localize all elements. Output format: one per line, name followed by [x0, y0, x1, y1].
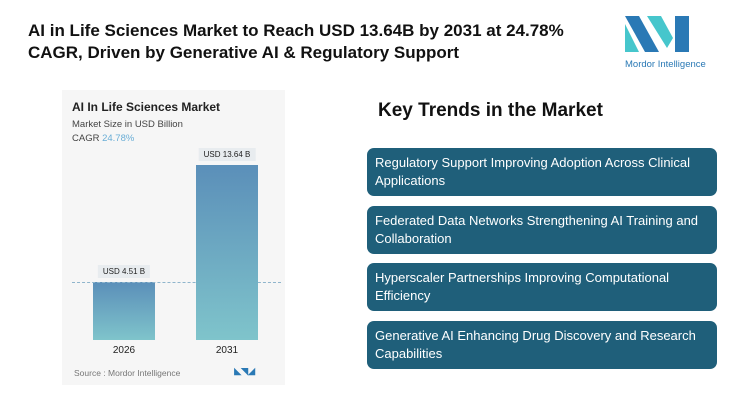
cagr-value: 24.78%: [102, 133, 135, 144]
x-tick-label: 2026: [112, 345, 136, 356]
cagr: CAGR 24.78%: [72, 133, 134, 144]
cagr-label: CAGR: [72, 133, 100, 144]
logo-text: Mordor Intelligence: [625, 59, 706, 70]
chart-title: AI In Life Sciences Market: [72, 100, 221, 114]
chart-subtitle: Market Size in USD Billion: [72, 119, 183, 130]
trend-item: Generative AI Enhancing Drug Discovery a…: [367, 320, 717, 369]
data-label: USD 13.64 B: [198, 148, 256, 161]
page-title: AI in Life Sciences Market to Reach USD …: [28, 21, 564, 62]
chart-source: Source : Mordor Intelligence: [74, 368, 181, 378]
source-logo-icon: ◣◥◢: [234, 366, 255, 376]
bar-2031: [196, 165, 258, 340]
chart-panel: AI In Life Sciences Market Market Size i…: [62, 90, 285, 385]
trend-item: Hyperscaler Partnerships Improving Compu…: [367, 263, 717, 311]
key-trends-heading: Key Trends in the Market: [378, 100, 603, 121]
trend-item: Regulatory Support Improving Adoption Ac…: [367, 148, 717, 196]
mordor-logo: Mordor Intelligence: [625, 16, 706, 70]
trend-item: Federated Data Networks Strengthening AI…: [367, 205, 717, 254]
data-label: USD 4.51 B: [97, 265, 151, 279]
x-tick-label: 2031: [215, 345, 239, 356]
logo-icon: [625, 16, 689, 52]
bar-2026: [93, 282, 155, 340]
reference-line: [72, 282, 281, 284]
